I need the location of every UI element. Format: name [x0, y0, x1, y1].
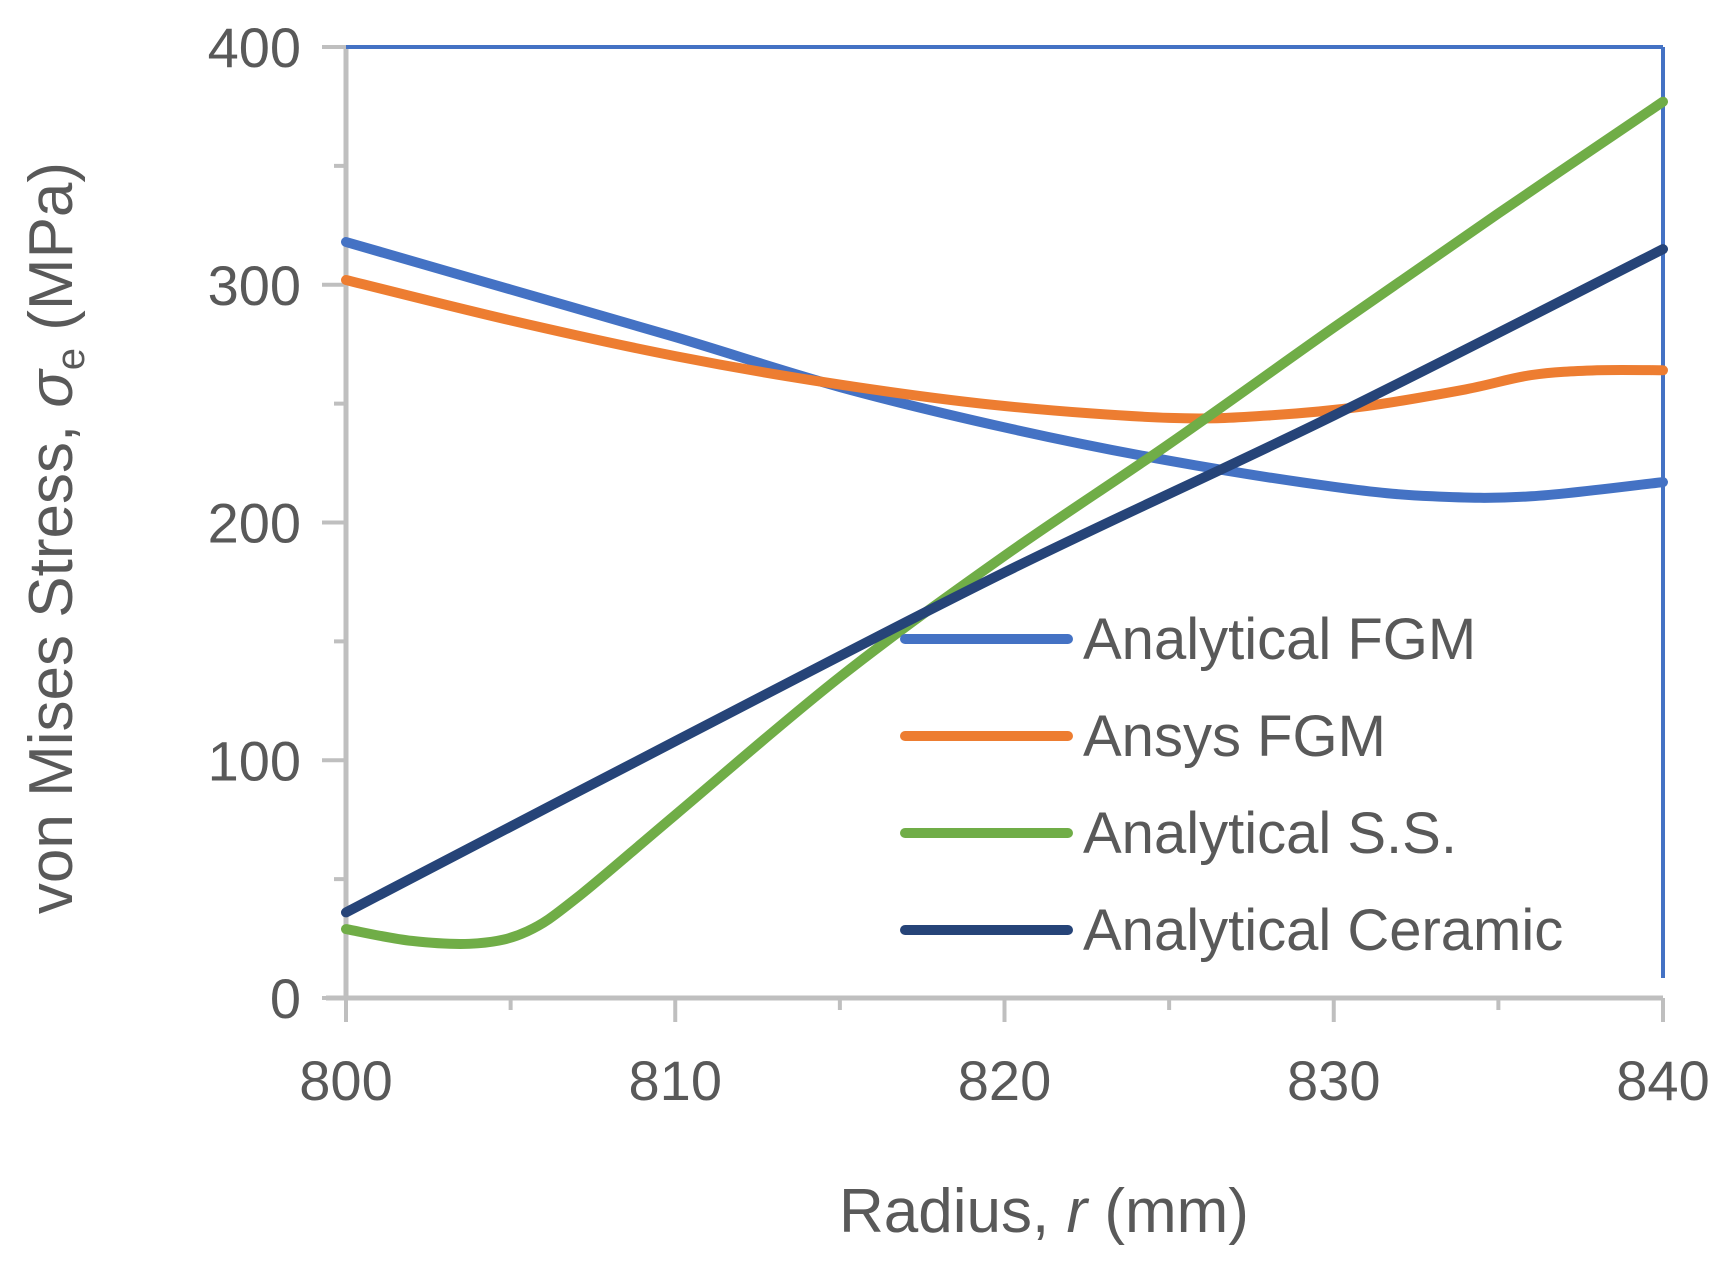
series-layer	[341, 96, 1668, 949]
y-axis-title-subscript: e	[49, 348, 93, 370]
y-tick-label: 200	[208, 492, 301, 555]
series-line-ansys-fgm	[341, 275, 1668, 424]
x-axis-title-symbol: r	[1066, 1177, 1089, 1246]
y-axis-title-prefix: von Mises Stress,	[17, 408, 86, 914]
x-axis-title: Radius, r (mm)	[839, 1177, 1249, 1246]
y-tick-label: 400	[208, 16, 301, 79]
series-line-analytical-s-s	[341, 96, 1668, 949]
series-line-analytical-fgm	[341, 237, 1668, 503]
x-tick-label: 820	[958, 1049, 1051, 1112]
y-tick-label: 0	[270, 967, 301, 1030]
y-axis-title-symbol: σ	[17, 368, 86, 408]
y-axis-title-suffix: (MPa)	[17, 162, 86, 348]
x-axis-ticks: 800 810 820 830 840	[299, 998, 1710, 1112]
plot-frame	[326, 45, 1665, 1001]
legend-label-analytical-fgm: Analytical FGM	[1083, 607, 1476, 672]
x-tick-label: 840	[1616, 1049, 1709, 1112]
series-line-analytical-ceramic	[341, 244, 1668, 918]
legend-label-analytical-s-s: Analytical S.S.	[1083, 801, 1457, 866]
x-tick-label: 830	[1287, 1049, 1380, 1112]
legend: Analytical FGM Ansys FGM Analytical S.S. An…	[900, 607, 1563, 963]
y-tick-label: 100	[208, 729, 301, 792]
x-axis-title-suffix: (mm)	[1087, 1177, 1249, 1246]
legend-label-analytical-ceramic: Analytical Ceramic	[1083, 898, 1563, 963]
x-tick-label: 810	[629, 1049, 722, 1112]
legend-label-ansys-fgm: Ansys FGM	[1083, 704, 1386, 769]
y-axis-ticks: 0 100 200 300 400	[208, 16, 346, 1030]
x-axis-title-prefix: Radius,	[839, 1177, 1066, 1246]
y-tick-label: 300	[208, 254, 301, 317]
x-tick-label: 800	[299, 1049, 392, 1112]
y-axis-title: von Mises Stress, σe (MPa)	[17, 162, 93, 914]
